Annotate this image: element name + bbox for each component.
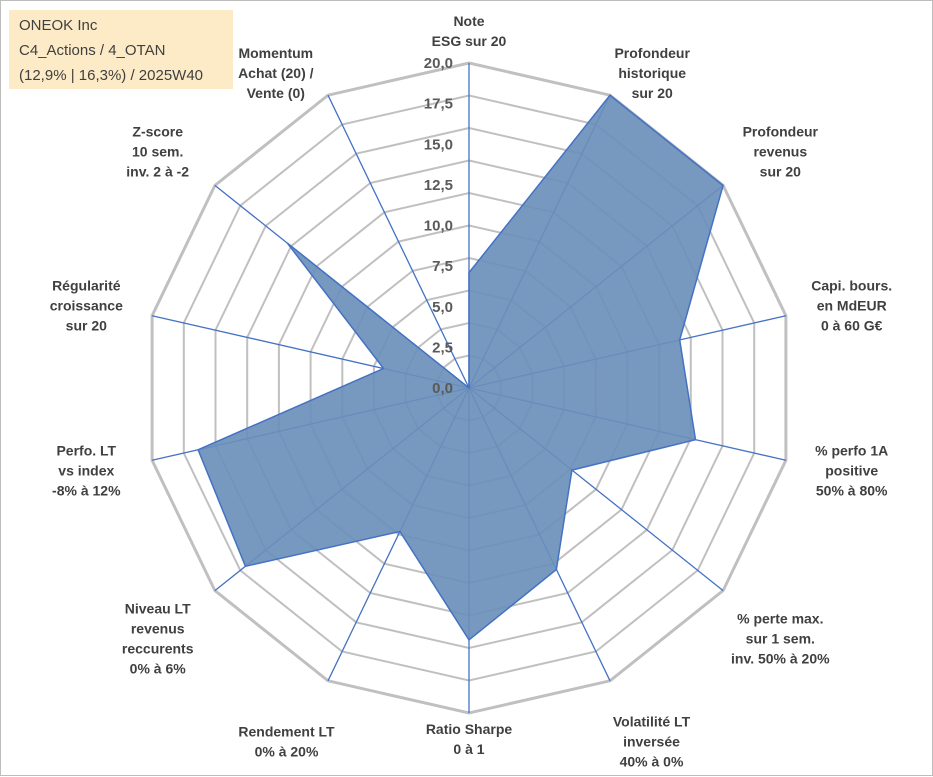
- info-period: (12,9% | 16,3%) / 2025W40: [19, 67, 203, 84]
- axis-label-11: Régularité croissance sur 20: [50, 278, 123, 334]
- radar-data-area: [197, 94, 724, 642]
- axis-label-0: Note ESG sur 20: [432, 13, 507, 49]
- radar-axis-labels: Note ESG sur 20 Profondeur historique sur 20…: [50, 13, 892, 769]
- axis-label-12: Z-score 10 sem. inv. 2 à -2: [126, 123, 189, 179]
- tick-label: 7,5: [432, 258, 453, 275]
- axis-label-9: Niveau LT revenus reccurents 0% à 6%: [122, 601, 194, 677]
- info-company-name: ONEOK Inc: [19, 17, 98, 34]
- axis-label-1: Profondeur historique sur 20: [614, 45, 690, 101]
- info-category: C4_Actions / 4_OTAN: [19, 42, 166, 59]
- tick-label: 20,0: [424, 55, 453, 72]
- data-area: [197, 94, 724, 642]
- axis-label-13: Momentum Achat (20) / Vente (0): [238, 45, 314, 101]
- tick-label: 2,5: [432, 339, 453, 356]
- tick-label: 0,0: [432, 380, 453, 397]
- axis-label-4: % perfo 1A positive 50% à 80%: [815, 442, 888, 498]
- axis-label-3: Capi. bours. en MdEUR 0 à 60 G€: [811, 278, 892, 334]
- axis-label-10: Perfo. LT vs index -8% à 12%: [52, 442, 121, 498]
- radar-tick-labels: 0,0 2,5 5,0 7,5 10,0 12,5 15,0 17,5 20,0: [424, 55, 453, 397]
- axis-label-5: % perte max. sur 1 sem. inv. 50% à 20%: [731, 611, 830, 667]
- tick-label: 15,0: [424, 136, 453, 153]
- spoke-13: [327, 94, 470, 389]
- axis-label-6: Volatilité LT inversée 40% à 0%: [613, 713, 691, 769]
- axis-label-2: Profondeur revenus sur 20: [743, 123, 819, 179]
- info-box: ONEOK Inc C4_Actions / 4_OTAN (12,9% | 1…: [9, 10, 233, 89]
- tick-label: 12,5: [424, 177, 453, 194]
- axis-label-7: Ratio Sharpe 0 à 1: [426, 721, 513, 757]
- tick-label: 5,0: [432, 299, 453, 316]
- tick-label: 17,5: [424, 96, 453, 113]
- axis-label-8: Rendement LT 0% à 20%: [238, 723, 335, 759]
- tick-label: 10,0: [424, 218, 453, 235]
